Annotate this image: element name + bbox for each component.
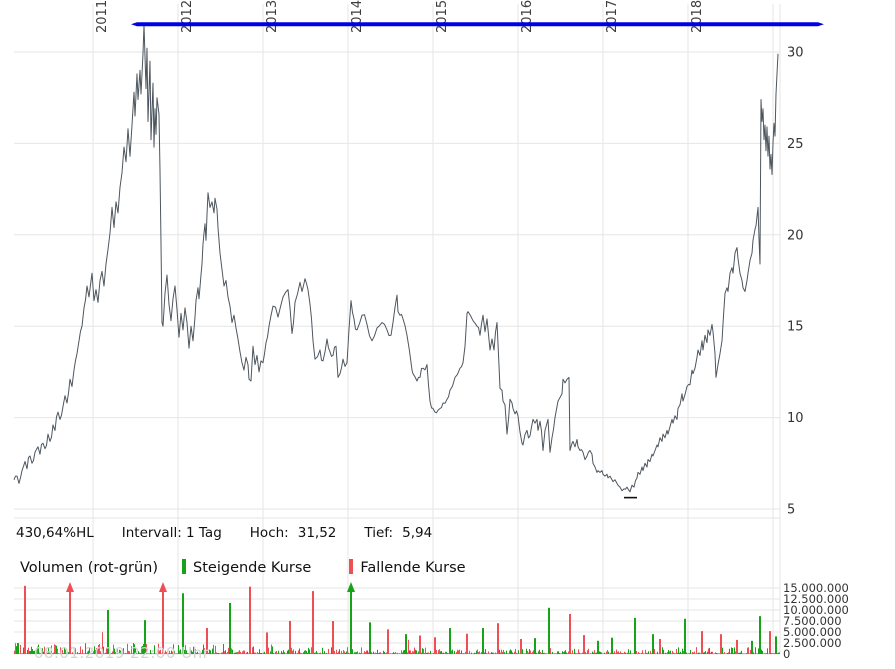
price-line: [13, 24, 779, 493]
volume-legend-title: Volumen (rot-grün): [20, 560, 159, 576]
svg-text:0: 0: [783, 647, 790, 661]
svg-text:25: 25: [787, 137, 804, 152]
svg-text:10.000.000: 10.000.000: [783, 603, 849, 617]
svg-text:5.000.000: 5.000.000: [783, 625, 842, 639]
svg-text:5: 5: [787, 503, 795, 518]
hoch-label: Hoch:: [249, 525, 289, 541]
falling-volume-label: Fallende Kurse: [360, 560, 466, 576]
svg-text:2018: 2018: [690, 0, 705, 33]
svg-text:7.500.000: 7.500.000: [783, 614, 842, 628]
svg-text:2017: 2017: [605, 0, 620, 33]
svg-text:2013: 2013: [265, 0, 280, 33]
svg-text:15.000.000: 15.000.000: [783, 581, 849, 595]
tief-marker: [624, 496, 637, 499]
tief-value: 5,94: [402, 525, 433, 541]
svg-text:2012: 2012: [180, 0, 195, 33]
svg-text:2014: 2014: [350, 0, 365, 33]
volume-bars: [14, 582, 780, 654]
change-percent: 430,64%HL: [16, 525, 94, 541]
svg-text:2.500.000: 2.500.000: [783, 636, 842, 650]
grid-lines: [14, 4, 781, 655]
svg-text:2011: 2011: [95, 0, 110, 33]
trend-line: [131, 22, 824, 27]
chart-timestamp: 08.01.2019 22:00 Uhr: [34, 644, 210, 662]
svg-text:2015: 2015: [435, 0, 450, 33]
svg-text:15: 15: [787, 320, 804, 335]
hoch-value: 31,52: [297, 525, 337, 541]
interval-label: Intervall: 1 Tag: [121, 525, 222, 541]
volume-legend: Volumen (rot-grün) Steigende Kurse Fallend…: [20, 559, 466, 576]
svg-text:2016: 2016: [520, 0, 535, 33]
falling-volume-swatch-icon: [349, 559, 354, 574]
svg-text:20: 20: [787, 228, 804, 243]
rising-volume-label: Steigende Kurse: [193, 560, 312, 576]
tief-label: Tief:: [364, 525, 394, 541]
status-bar: 430,64%HL Intervall: 1 Tag Hoch: 31,52 Tief:…: [16, 525, 432, 541]
svg-text:10: 10: [787, 411, 804, 426]
price-axis-labels: 30 25 20 15 10 5: [787, 46, 804, 518]
svg-text:30: 30: [787, 46, 804, 61]
svg-text:12.500.000: 12.500.000: [783, 592, 849, 606]
rising-volume-swatch-icon: [182, 559, 187, 574]
volume-axis-labels: 15.000.00012.500.00010.000.0007.500.0005…: [783, 581, 849, 661]
year-axis-labels: 2011 2012 2013 2014 2015 2016 2017 2018: [95, 0, 705, 33]
